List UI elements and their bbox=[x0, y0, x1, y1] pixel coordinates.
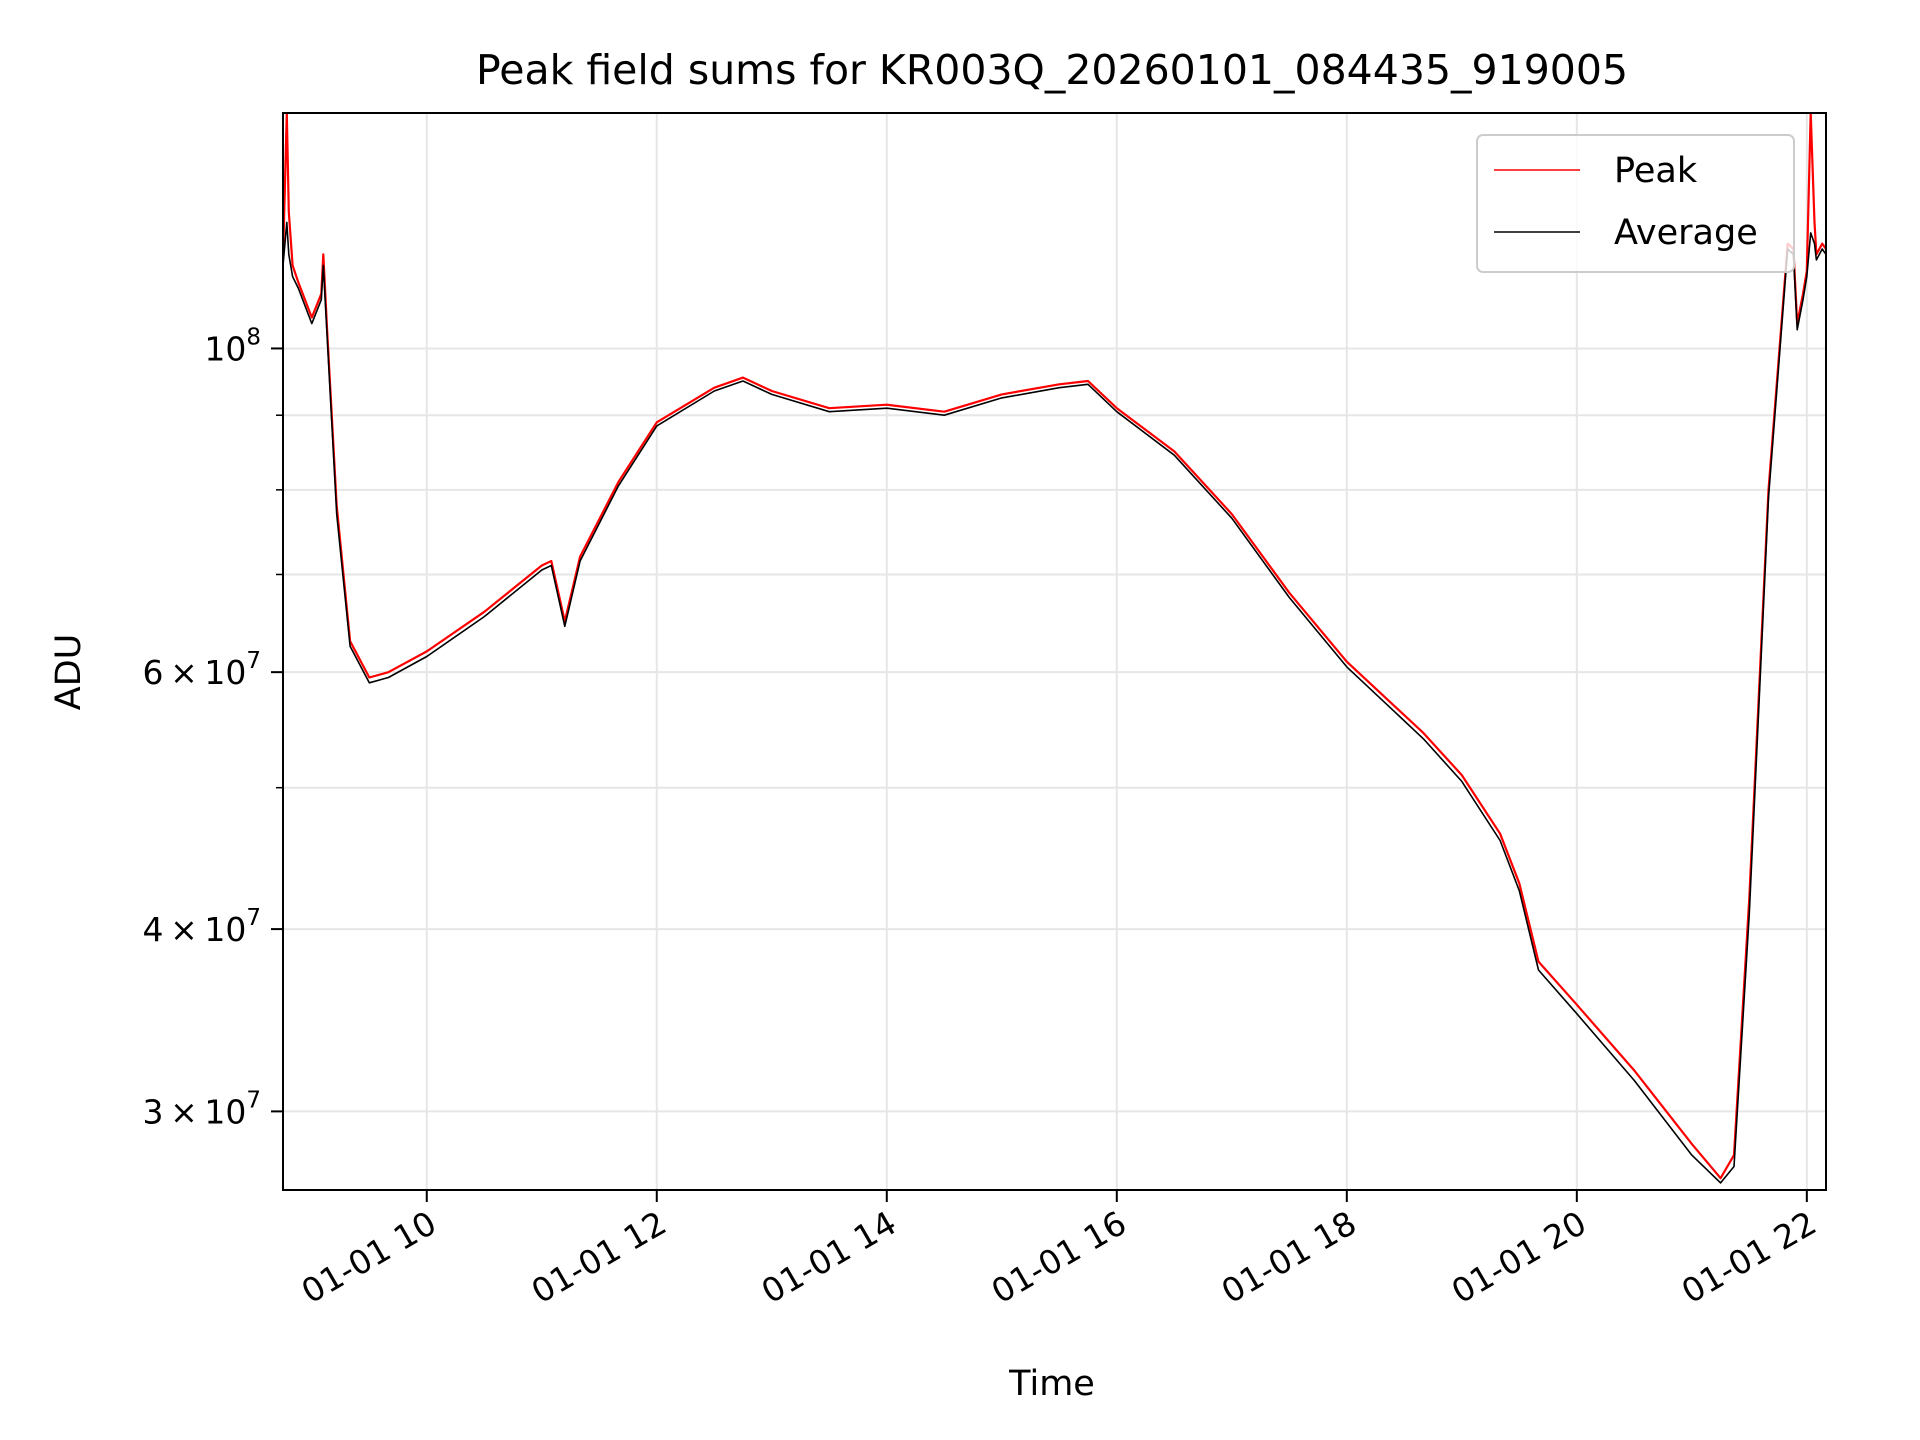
x-axis-label: Time bbox=[1008, 1364, 1095, 1404]
grid bbox=[283, 113, 1826, 1190]
y-tick-label: 4 × 107 bbox=[143, 905, 261, 949]
legend-label-peak: Peak bbox=[1614, 151, 1698, 191]
y-tick-label: 108 bbox=[204, 324, 261, 368]
plot-frame bbox=[282, 112, 1827, 1191]
y-tick-label: 3 × 107 bbox=[143, 1087, 261, 1131]
legend: Peak Average bbox=[1476, 134, 1795, 273]
legend-label-average: Average bbox=[1614, 213, 1758, 253]
y-tick-label: 6 × 107 bbox=[143, 648, 261, 692]
series-layer bbox=[283, 113, 1826, 1184]
y-axis-label: ADU bbox=[49, 634, 89, 711]
chart-title: Peak field sums for KR003Q_20260101_0844… bbox=[476, 46, 1628, 94]
series-line-average bbox=[283, 221, 1826, 1184]
